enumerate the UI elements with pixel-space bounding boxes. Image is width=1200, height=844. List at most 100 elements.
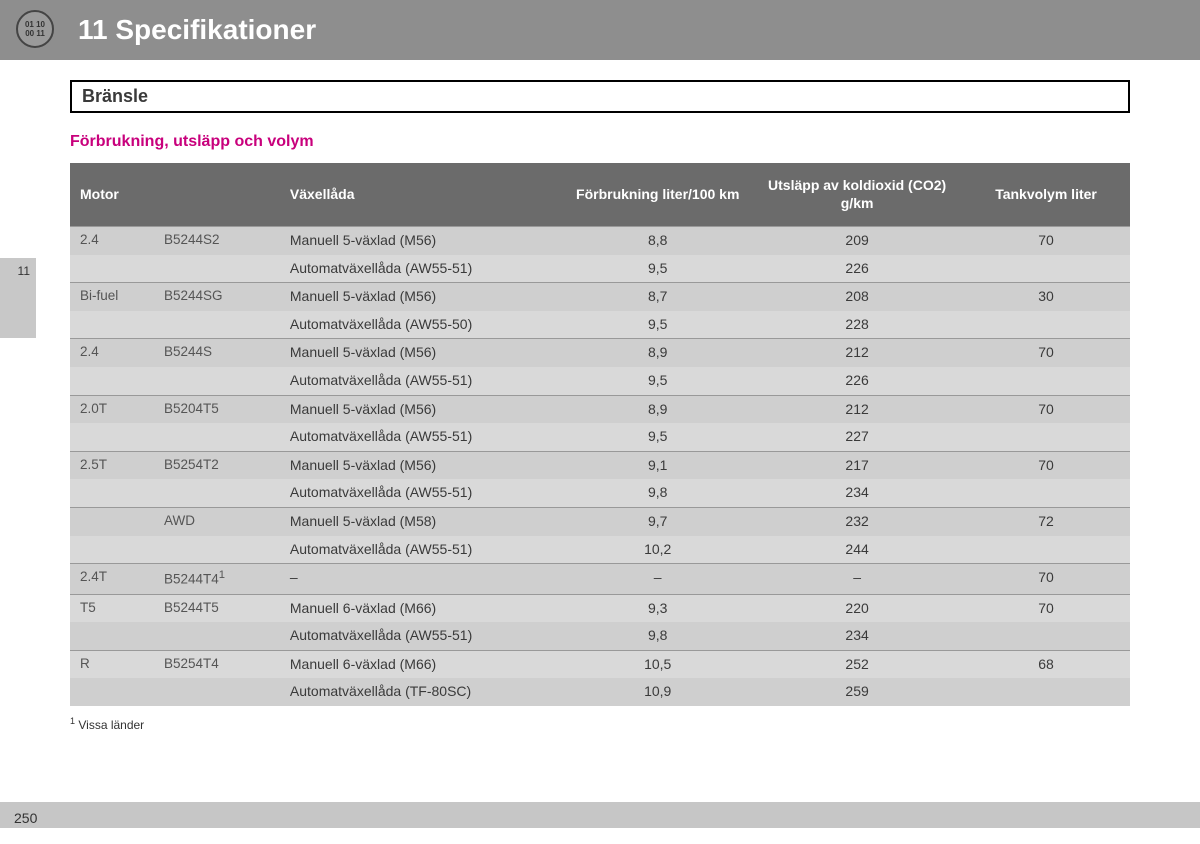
cell-gearbox: Manuell 5-växlad (M58) bbox=[280, 507, 563, 535]
cell-co2: 252 bbox=[752, 650, 962, 678]
cell-tank bbox=[962, 678, 1130, 706]
cell-gearbox: Automatväxellåda (AW55-51) bbox=[280, 255, 563, 283]
cell-co2: 208 bbox=[752, 283, 962, 311]
cell-gearbox: Manuell 5-växlad (M56) bbox=[280, 283, 563, 311]
cell-consumption: 8,9 bbox=[563, 339, 752, 367]
cell-tank: 70 bbox=[962, 564, 1130, 594]
table-body: 2.4B5244S2Manuell 5-växlad (M56)8,820970… bbox=[70, 227, 1130, 706]
cell-tank bbox=[962, 423, 1130, 451]
cell-consumption: 8,7 bbox=[563, 283, 752, 311]
cell-engine bbox=[154, 622, 280, 650]
cell-motor: 2.5T bbox=[70, 451, 154, 479]
cell-motor bbox=[70, 311, 154, 339]
col-motor: Motor bbox=[70, 163, 280, 227]
chapter-side-tab: 11 bbox=[0, 258, 36, 338]
cell-motor: 2.0T bbox=[70, 395, 154, 423]
cell-co2: 232 bbox=[752, 507, 962, 535]
cell-gearbox: Automatväxellåda (AW55-51) bbox=[280, 423, 563, 451]
cell-gearbox: – bbox=[280, 564, 563, 594]
table-row: Automatväxellåda (AW55-51)9,8234 bbox=[70, 622, 1130, 650]
cell-engine bbox=[154, 255, 280, 283]
cell-co2: 217 bbox=[752, 451, 962, 479]
cell-tank: 70 bbox=[962, 395, 1130, 423]
cell-tank bbox=[962, 367, 1130, 395]
page-footer-bar bbox=[0, 802, 1200, 828]
cell-consumption: – bbox=[563, 564, 752, 594]
cell-gearbox: Manuell 6-växlad (M66) bbox=[280, 594, 563, 622]
cell-tank: 70 bbox=[962, 451, 1130, 479]
cell-engine: B5244T5 bbox=[154, 594, 280, 622]
cell-motor bbox=[70, 367, 154, 395]
engine-footnote-ref: 1 bbox=[219, 569, 225, 581]
cell-co2: 209 bbox=[752, 227, 962, 255]
table-row: Automatväxellåda (TF-80SC)10,9259 bbox=[70, 678, 1130, 706]
cell-tank: 30 bbox=[962, 283, 1130, 311]
cell-gearbox: Manuell 5-växlad (M56) bbox=[280, 227, 563, 255]
cell-consumption: 9,1 bbox=[563, 451, 752, 479]
binary-circle-icon: 01 10 00 11 bbox=[16, 10, 54, 48]
cell-co2: – bbox=[752, 564, 962, 594]
cell-consumption: 10,9 bbox=[563, 678, 752, 706]
col-gearbox: Växellåda bbox=[280, 163, 563, 227]
cell-motor: Bi-fuel bbox=[70, 283, 154, 311]
cell-motor bbox=[70, 536, 154, 564]
cell-gearbox: Automatväxellåda (AW55-51) bbox=[280, 622, 563, 650]
footnote: 1 Vissa länder bbox=[70, 716, 1130, 732]
side-tab-number: 11 bbox=[18, 264, 30, 278]
cell-tank: 72 bbox=[962, 507, 1130, 535]
cell-consumption: 10,5 bbox=[563, 650, 752, 678]
section-title-box: Bränsle bbox=[70, 80, 1130, 113]
cell-motor bbox=[70, 622, 154, 650]
cell-consumption: 8,8 bbox=[563, 227, 752, 255]
cell-co2: 234 bbox=[752, 622, 962, 650]
cell-gearbox: Manuell 5-växlad (M56) bbox=[280, 395, 563, 423]
chapter-title: 11 Specifikationer bbox=[78, 14, 316, 46]
cell-consumption: 9,3 bbox=[563, 594, 752, 622]
fuel-consumption-table: Motor Växellåda Förbrukning liter/100 km… bbox=[70, 163, 1130, 706]
table-header-row: Motor Växellåda Förbrukning liter/100 km… bbox=[70, 163, 1130, 227]
cell-gearbox: Manuell 6-växlad (M66) bbox=[280, 650, 563, 678]
table-row: T5B5244T5Manuell 6-växlad (M66)9,322070 bbox=[70, 594, 1130, 622]
icon-line-1: 01 10 bbox=[25, 20, 45, 29]
table-row: Bi-fuelB5244SGManuell 5-växlad (M56)8,72… bbox=[70, 283, 1130, 311]
cell-co2: 227 bbox=[752, 423, 962, 451]
cell-motor bbox=[70, 423, 154, 451]
cell-engine: B5244S2 bbox=[154, 227, 280, 255]
cell-motor bbox=[70, 255, 154, 283]
cell-engine bbox=[154, 479, 280, 507]
cell-motor: T5 bbox=[70, 594, 154, 622]
cell-co2: 212 bbox=[752, 339, 962, 367]
chapter-header: 01 10 00 11 11 Specifikationer bbox=[0, 0, 1200, 60]
table-row: 2.4B5244S2Manuell 5-växlad (M56)8,820970 bbox=[70, 227, 1130, 255]
cell-tank bbox=[962, 536, 1130, 564]
cell-gearbox: Automatväxellåda (AW55-51) bbox=[280, 367, 563, 395]
cell-engine: B5244SG bbox=[154, 283, 280, 311]
page-content: Bränsle Förbrukning, utsläpp och volym M… bbox=[0, 60, 1200, 732]
cell-engine: B5244T41 bbox=[154, 564, 280, 594]
cell-consumption: 9,8 bbox=[563, 479, 752, 507]
cell-engine bbox=[154, 536, 280, 564]
cell-tank: 70 bbox=[962, 227, 1130, 255]
cell-co2: 259 bbox=[752, 678, 962, 706]
cell-co2: 226 bbox=[752, 367, 962, 395]
table-row: 2.0TB5204T5Manuell 5-växlad (M56)8,92127… bbox=[70, 395, 1130, 423]
footnote-text: Vissa länder bbox=[78, 718, 144, 732]
cell-motor: 2.4 bbox=[70, 339, 154, 367]
table-row: Automatväxellåda (AW55-51)9,5226 bbox=[70, 367, 1130, 395]
cell-tank bbox=[962, 255, 1130, 283]
cell-consumption: 9,5 bbox=[563, 423, 752, 451]
cell-motor bbox=[70, 479, 154, 507]
cell-co2: 244 bbox=[752, 536, 962, 564]
cell-engine bbox=[154, 423, 280, 451]
cell-tank: 70 bbox=[962, 339, 1130, 367]
cell-motor bbox=[70, 507, 154, 535]
cell-gearbox: Automatväxellåda (TF-80SC) bbox=[280, 678, 563, 706]
icon-line-2: 00 11 bbox=[25, 29, 45, 38]
cell-engine: B5244S bbox=[154, 339, 280, 367]
cell-engine bbox=[154, 367, 280, 395]
table-row: Automatväxellåda (AW55-51)9,5227 bbox=[70, 423, 1130, 451]
section-title: Bränsle bbox=[82, 86, 148, 106]
cell-tank bbox=[962, 311, 1130, 339]
cell-co2: 226 bbox=[752, 255, 962, 283]
cell-gearbox: Automatväxellåda (AW55-51) bbox=[280, 479, 563, 507]
